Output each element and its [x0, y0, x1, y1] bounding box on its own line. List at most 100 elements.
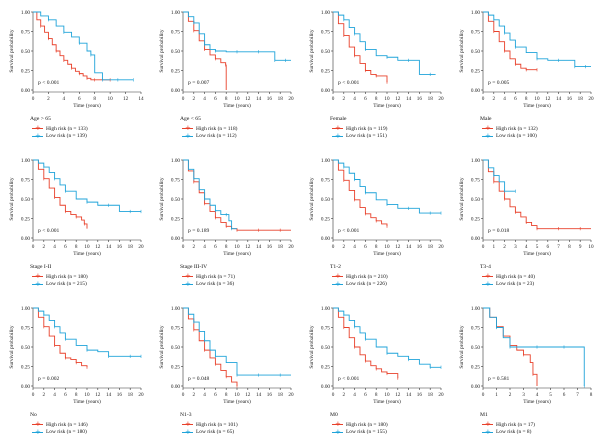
- legend: High risk (n = 71)Low risk (n = 36): [182, 271, 235, 289]
- x-tick-label: 4: [53, 392, 56, 398]
- y-tick-label: 0.25: [21, 216, 30, 222]
- y-tick-label: 0.25: [471, 216, 480, 222]
- x-tick-label: 4: [203, 244, 206, 250]
- legend-item-low-risk: Low risk (n = 23): [482, 279, 535, 289]
- y-tick-label: 0.25: [21, 68, 30, 74]
- legend-swatch-icon: [482, 131, 493, 141]
- km-panel: 0.00 0.25 0.50 0.75 1.00 0 2 4 6 8 10 12 14 16 18 20 Tim…: [150, 0, 300, 148]
- x-tick-label: 20: [288, 392, 294, 398]
- x-tick-label: 0: [482, 96, 485, 102]
- legend-label: Low risk (n = 151): [346, 133, 387, 140]
- legend-label: High risk (n = 180): [46, 273, 88, 280]
- km-panel: 0.00 0.25 0.50 0.75 1.00 0 2 4 6 8 10 12 14 16 18 20 Tim…: [150, 148, 300, 296]
- x-tick-label: 6: [563, 392, 566, 398]
- x-tick-label: 18: [578, 96, 584, 102]
- y-tick-label: 0.75: [171, 177, 180, 183]
- x-tick-label: 12: [245, 96, 251, 102]
- legend-item-low-risk: Low risk (n = 215): [32, 279, 88, 289]
- legend-swatch-icon: [332, 131, 343, 141]
- km-panel: 0.00 0.25 0.50 0.75 1.00 0 1 2 3 4 5 6 7 8 9 10 Time (ye…: [450, 148, 600, 296]
- x-tick-label: 20: [438, 96, 444, 102]
- legend-swatch-icon: [32, 427, 43, 437]
- x-axis-label: Time (years): [523, 102, 551, 109]
- x-tick-label: 16: [567, 96, 573, 102]
- x-tick-label: 12: [95, 244, 101, 250]
- y-tick-label: 0.00: [21, 88, 30, 94]
- legend-item-high-risk: High risk (n = 180): [332, 419, 388, 429]
- x-axis-label: Time (years): [73, 250, 101, 257]
- x-tick-label: 2: [47, 96, 50, 102]
- y-tick-label: 1.00: [171, 10, 180, 16]
- x-tick-label: 2: [193, 392, 196, 398]
- x-tick-label: 2: [509, 392, 512, 398]
- x-tick-label: 2: [343, 96, 346, 102]
- subgroup-label: Age > 65: [30, 116, 51, 122]
- x-tick-label: 10: [234, 244, 240, 250]
- x-tick-label: 3: [514, 244, 517, 250]
- y-tick-label: 0.75: [21, 325, 30, 331]
- p-value-label: p = 0.018: [488, 228, 510, 234]
- x-tick-label: 5: [536, 244, 539, 250]
- low-risk-curve: [333, 11, 436, 75]
- km-panel: 0.00 0.25 0.50 0.75 1.00 0 2 4 6 8 10 12 14 16 18 20 Tim…: [300, 296, 450, 444]
- km-panel: 0.00 0.25 0.50 0.75 1.00 0 2 4 6 8 10 12 14 16 18 20 Tim…: [300, 148, 450, 296]
- high-risk-curve: [183, 159, 291, 231]
- x-tick-label: 0: [332, 96, 335, 102]
- legend-item-low-risk: Low risk (n = 100): [482, 131, 538, 141]
- x-tick-label: 2: [343, 392, 346, 398]
- km-plot: 0.00 0.25 0.50 0.75 1.00 0 2 4 6 8 10 12 14 16 18 20 Tim…: [309, 306, 444, 405]
- x-tick-label: 0: [482, 244, 485, 250]
- legend-label: High risk (n = 146): [46, 421, 88, 428]
- x-tick-label: 16: [267, 244, 273, 250]
- y-tick-label: 0.25: [471, 68, 480, 74]
- x-tick-label: 0: [32, 392, 35, 398]
- km-plot: 0.00 0.25 0.50 0.75 1.00 0 2 4 6 8 10 12 14 16 18 20 Tim…: [309, 10, 444, 109]
- legend-swatch-icon: [332, 279, 343, 289]
- x-tick-label: 18: [278, 244, 284, 250]
- p-value-label: p = 0.189: [188, 228, 210, 234]
- y-tick-label: 0.00: [21, 384, 30, 390]
- x-tick-label: 14: [256, 392, 262, 398]
- km-plot: 0.00 0.25 0.50 0.75 1.00 0 2 4 6 8 10 12 14 16 18 20 Tim…: [9, 158, 144, 257]
- x-tick-label: 3: [522, 392, 525, 398]
- y-axis-label: Survival probability: [159, 325, 165, 369]
- km-panel: 0.00 0.25 0.50 0.75 1.00 0 2 4 6 8 10 12 14 16 18 20 Tim…: [300, 0, 450, 148]
- low-risk-curve: [333, 307, 441, 368]
- legend-label: High risk (n = 180): [346, 421, 388, 428]
- legend-item-high-risk: High risk (n = 17): [482, 419, 535, 429]
- high-risk-curve: [483, 11, 537, 71]
- y-tick-label: 0.75: [21, 29, 30, 35]
- x-tick-label: 20: [138, 392, 144, 398]
- legend-item-high-risk: High risk (n = 210): [332, 271, 388, 281]
- subgroup-label: T3-4: [480, 264, 491, 270]
- legend-label: High risk (n = 101): [196, 421, 238, 428]
- x-tick-label: 14: [106, 392, 112, 398]
- high-risk-curve: [333, 11, 388, 83]
- y-axis-label: Survival probability: [9, 29, 15, 73]
- y-tick-label: 0.50: [321, 49, 330, 55]
- x-tick-label: 6: [214, 96, 217, 102]
- x-tick-label: 20: [138, 244, 144, 250]
- x-tick-label: 10: [234, 96, 240, 102]
- x-tick-label: 4: [525, 244, 528, 250]
- legend-item-low-risk: Low risk (n = 112): [182, 131, 237, 141]
- y-tick-label: 0.00: [471, 384, 480, 390]
- km-panel: 0.00 0.25 0.50 0.75 1.00 0 1 2 3 4 5 6 7 8 Time (years…: [450, 296, 600, 444]
- y-tick-label: 1.00: [321, 158, 330, 164]
- x-tick-label: 14: [256, 96, 262, 102]
- x-tick-label: 7: [576, 392, 579, 398]
- x-tick-label: 10: [534, 96, 540, 102]
- y-tick-label: 1.00: [171, 158, 180, 164]
- x-tick-label: 10: [108, 96, 114, 102]
- x-tick-label: 10: [84, 244, 90, 250]
- km-plot: 0.00 0.25 0.50 0.75 1.00 0 2 4 6 8 10 12 14 Time (yea…: [9, 10, 144, 109]
- subgroup-label: Male: [480, 116, 492, 122]
- y-tick-label: 0.00: [471, 88, 480, 94]
- x-tick-label: 1: [493, 244, 496, 250]
- x-tick-label: 18: [278, 96, 284, 102]
- x-tick-label: 8: [75, 244, 78, 250]
- x-tick-label: 8: [93, 96, 96, 102]
- x-axis-label: Time (years): [223, 102, 251, 109]
- legend-item-low-risk: Low risk (n = 65): [182, 427, 238, 437]
